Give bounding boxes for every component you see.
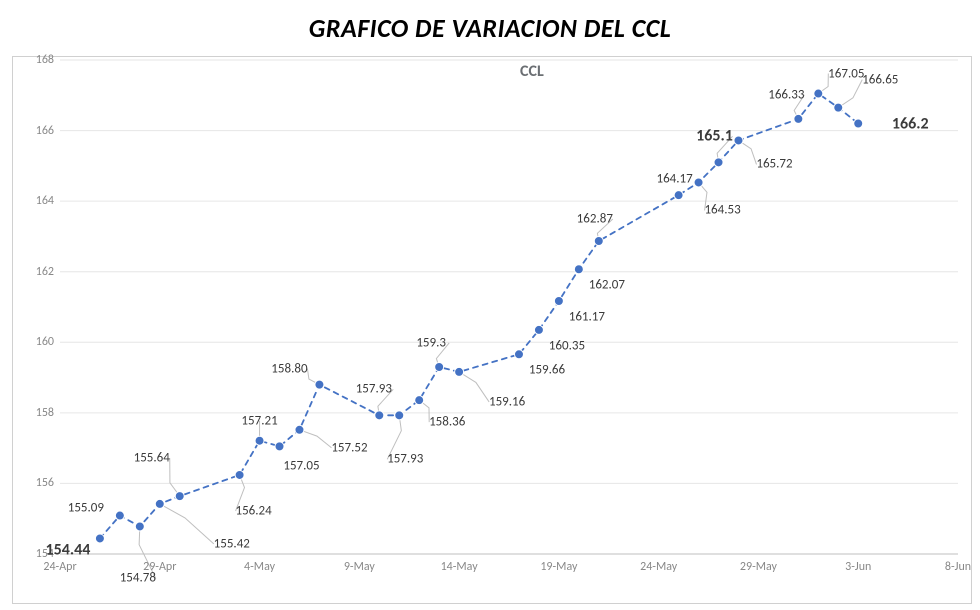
x-tick-label: 14-May bbox=[441, 560, 478, 574]
data-label: 165.72 bbox=[756, 157, 792, 172]
data-label: 155.64 bbox=[134, 451, 170, 466]
plot-svg bbox=[60, 60, 958, 554]
chart-title: GRAFICO DE VARIACION DEL CCL bbox=[0, 12, 980, 44]
data-label: 156.24 bbox=[235, 503, 271, 518]
data-label: 159.16 bbox=[489, 394, 525, 409]
data-label: 162.87 bbox=[577, 212, 613, 227]
x-tick-label: 24-Apr bbox=[43, 560, 76, 574]
x-tick-label: 4-May bbox=[244, 560, 275, 574]
plot-area: CCL 15415615816016216416616824-Apr29-Apr… bbox=[60, 60, 958, 554]
data-label: 154.78 bbox=[120, 571, 156, 586]
data-label: 165.1 bbox=[696, 127, 733, 146]
data-label: 157.52 bbox=[331, 440, 367, 455]
data-label: 166.65 bbox=[862, 72, 898, 87]
y-tick-label: 166 bbox=[36, 124, 54, 138]
data-label: 161.17 bbox=[569, 310, 605, 325]
data-label: 157.05 bbox=[283, 459, 319, 474]
chart-frame: GRAFICO DE VARIACION DEL CCL CCL 1541561… bbox=[0, 0, 980, 610]
y-tick-label: 164 bbox=[36, 194, 54, 208]
data-label: 158.36 bbox=[429, 415, 465, 430]
data-label: 157.21 bbox=[241, 413, 277, 428]
y-tick-label: 156 bbox=[36, 476, 54, 490]
y-tick-label: 158 bbox=[36, 406, 54, 420]
x-tick-label: 29-May bbox=[740, 560, 777, 574]
data-label: 155.42 bbox=[214, 536, 250, 551]
data-label: 155.09 bbox=[68, 500, 104, 515]
data-label: 157.93 bbox=[356, 382, 395, 397]
x-tick-label: 24-May bbox=[640, 560, 677, 574]
y-tick-label: 160 bbox=[36, 335, 54, 349]
x-tick-label: 3-Jun bbox=[845, 560, 871, 574]
data-label: 158.80 bbox=[271, 361, 307, 376]
data-label: 166.33 bbox=[768, 87, 804, 102]
data-label: 160.35 bbox=[549, 338, 585, 353]
data-label: 157.93 bbox=[387, 452, 423, 467]
data-label: 159.66 bbox=[529, 363, 565, 378]
data-label: 164.53 bbox=[704, 203, 740, 218]
data-label: 167.05 bbox=[828, 66, 864, 81]
x-tick-label: 8-Jun bbox=[945, 560, 971, 574]
data-label: 154.44 bbox=[45, 541, 90, 560]
y-tick-label: 162 bbox=[36, 265, 54, 279]
data-label: 159.3 bbox=[416, 335, 446, 350]
x-tick-label: 9-May bbox=[344, 560, 375, 574]
x-tick-label: 19-May bbox=[540, 560, 577, 574]
data-label: 164.17 bbox=[656, 172, 692, 187]
data-label: 162.07 bbox=[589, 278, 625, 293]
series-name-label: CCL bbox=[520, 62, 544, 81]
y-tick-label: 168 bbox=[36, 53, 54, 67]
data-label: 166.2 bbox=[892, 114, 929, 133]
